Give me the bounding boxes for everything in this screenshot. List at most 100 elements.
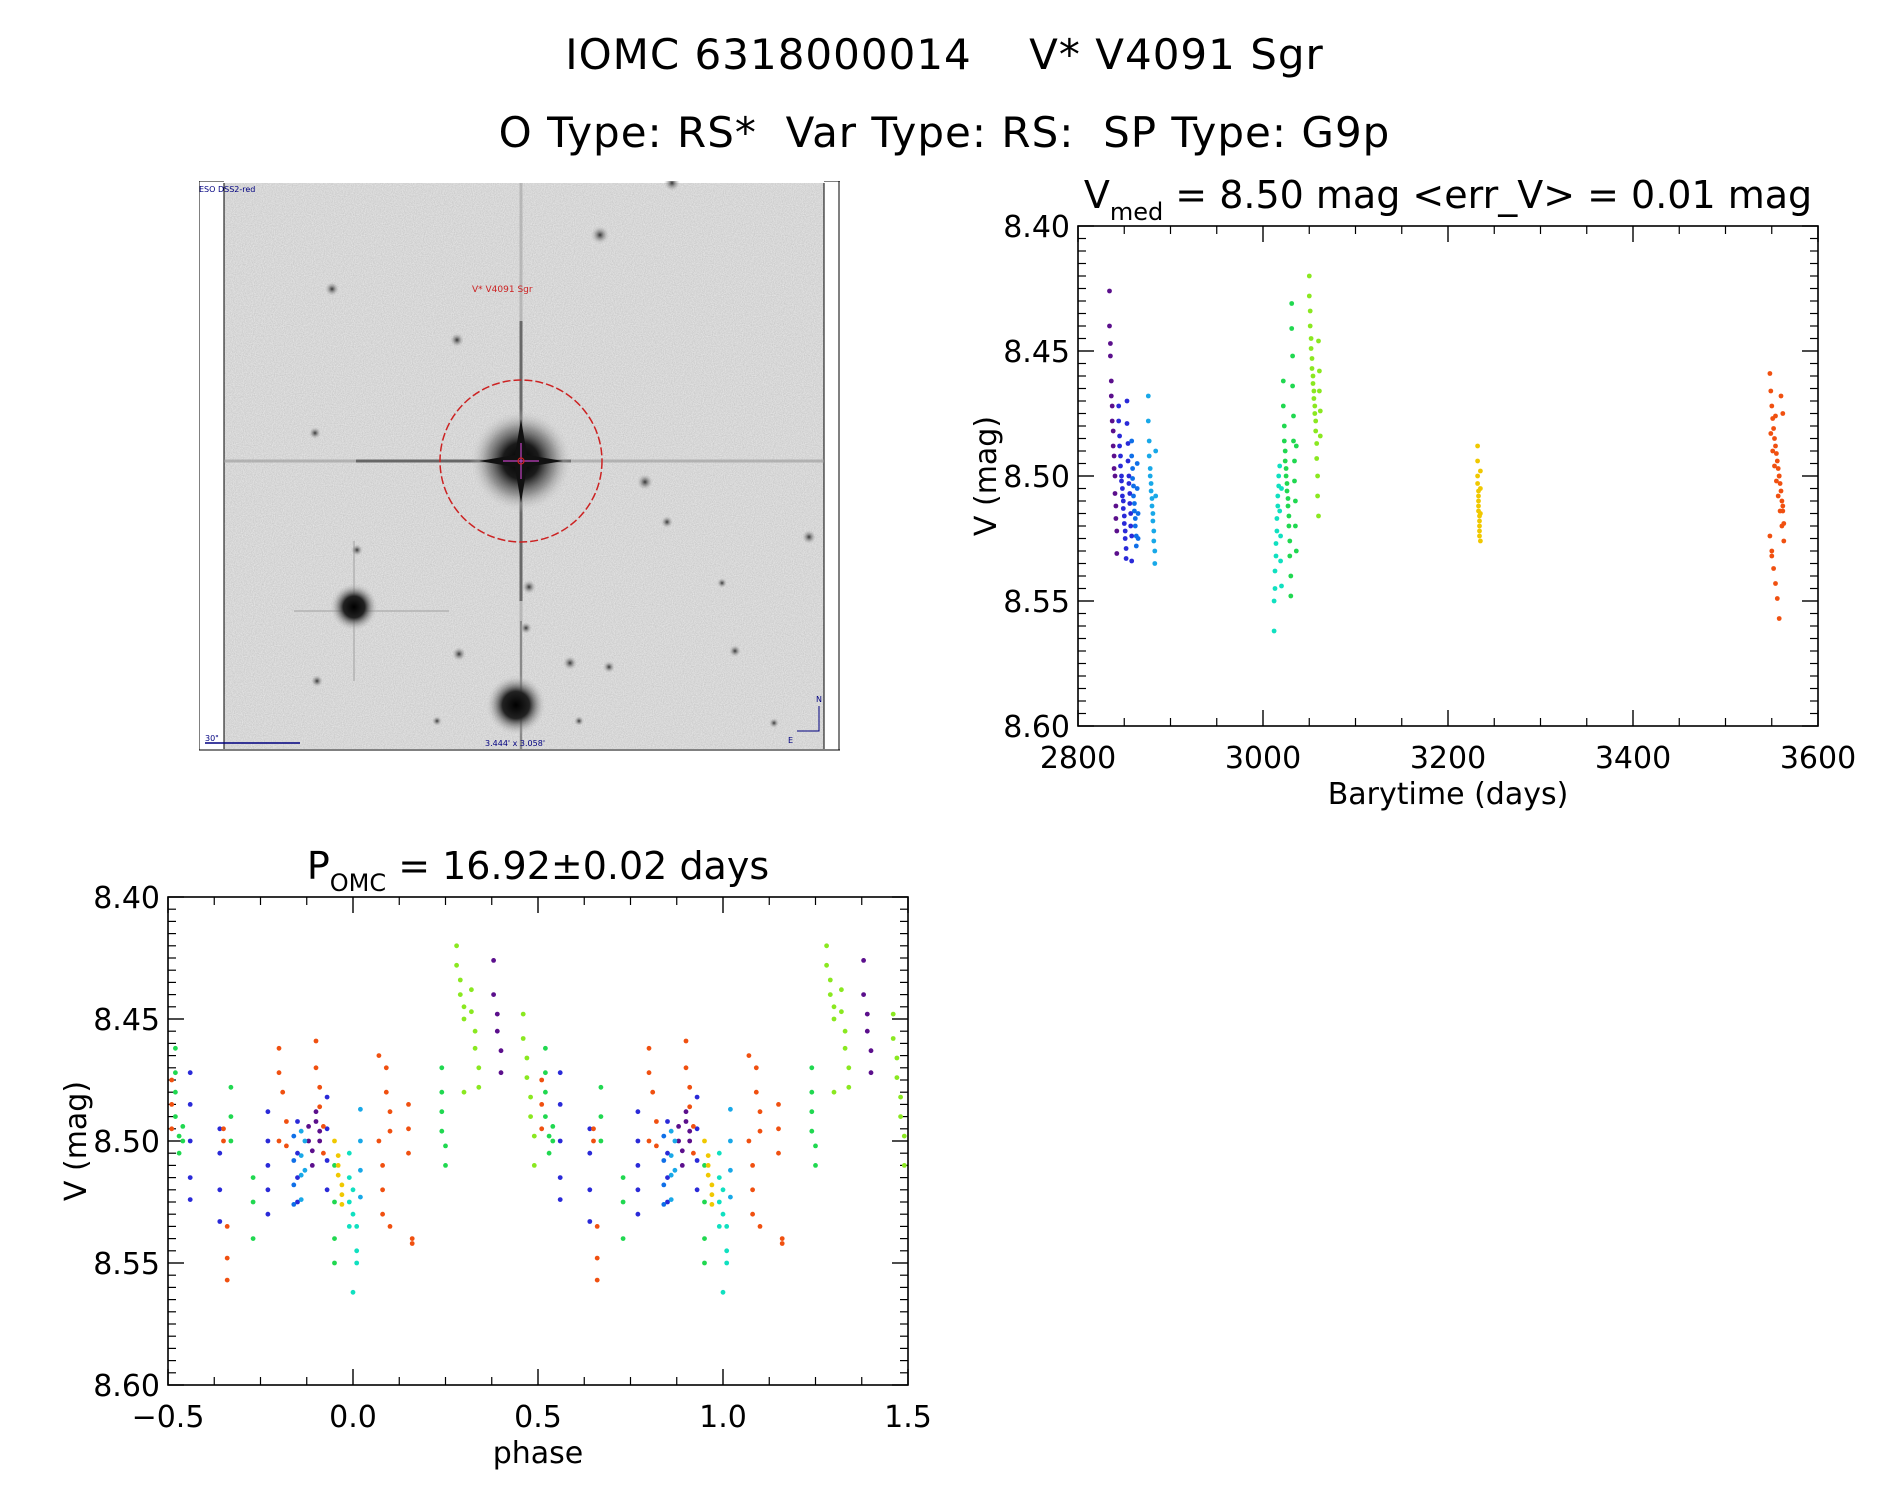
phase-point-c9 (539, 1126, 545, 1132)
phase-point-c6 (250, 1199, 256, 1205)
phase-point-c2 (324, 1094, 330, 1100)
lc-point-g3 (1132, 516, 1138, 521)
lc-point-g3 (1131, 483, 1136, 489)
lc-point-g2 (1127, 501, 1133, 506)
phase-point-c9 (383, 1065, 389, 1071)
lc-point-g5 (1279, 486, 1284, 491)
phase-point-c2 (557, 1197, 563, 1202)
phase-point-c4 (672, 1167, 678, 1173)
lc-point-g8 (1478, 538, 1483, 544)
lc-point-g4 (1148, 481, 1154, 486)
lc-point-g7 (1317, 388, 1322, 394)
phase-point-c5 (724, 1224, 730, 1229)
phase-point-c7 (827, 992, 833, 997)
phase-point-c9 (646, 1045, 652, 1051)
phase-point-c5 (724, 1260, 730, 1266)
survey-label: ESO DSS2-red (199, 185, 255, 194)
phase-point-c2 (665, 1175, 670, 1180)
phase-point-c9 (280, 1089, 286, 1095)
lc-point-g6 (1292, 478, 1297, 484)
phase-point-c6 (180, 1138, 186, 1144)
phase-point-c5 (720, 1187, 726, 1193)
lc-point-g2 (1123, 556, 1129, 561)
phase-point-c7 (520, 1036, 526, 1041)
phase-point-c9 (169, 1077, 175, 1083)
phase-point-c2 (665, 1199, 670, 1205)
phase-point-c6 (332, 1260, 337, 1266)
phase-point-c7 (524, 1075, 530, 1080)
phase-point-c9 (387, 1224, 393, 1229)
phase-point-c6 (702, 1199, 707, 1205)
phase-point-c1 (868, 1048, 874, 1054)
phase-point-c8 (339, 1192, 345, 1198)
lc-point-g9 (1778, 488, 1784, 494)
phase-point-c7 (461, 1016, 467, 1022)
phase-point-c9 (224, 1277, 230, 1283)
phase-point-c9 (317, 1084, 323, 1090)
lc-point-g9 (1776, 616, 1782, 621)
phase-point-c1 (313, 1119, 319, 1124)
phase-point-c5 (720, 1289, 726, 1295)
lc-point-g7 (1312, 403, 1318, 409)
phase-point-c2 (187, 1102, 193, 1107)
phase-point-c9 (753, 1089, 759, 1095)
lc-point-g5 (1279, 583, 1284, 589)
east-label: E (788, 736, 793, 745)
phase-point-c7 (824, 943, 829, 949)
lc-point-g7 (1314, 456, 1320, 461)
phase-ytick-label: 8.55 (93, 1247, 160, 1282)
lc-point-g1 (1110, 428, 1116, 434)
lc-point-g2 (1116, 403, 1122, 409)
phase-xtick-label: 0.0 (329, 1400, 377, 1435)
phase-point-c9 (321, 1124, 326, 1129)
phase-point-c8 (332, 1138, 337, 1144)
phase-point-c2 (324, 1158, 330, 1163)
phase-point-c3 (661, 1158, 667, 1163)
lc-point-g6 (1280, 378, 1286, 384)
phase-point-c9 (757, 1128, 763, 1134)
lc-point-g6 (1292, 458, 1297, 464)
lc-point-g5 (1272, 586, 1278, 591)
phase-point-c2 (187, 1175, 193, 1180)
lc-xtick-label: 2800 (1040, 741, 1116, 776)
phase-point-c4 (358, 1138, 363, 1144)
phase-point-c2 (265, 1138, 271, 1144)
phase-point-c7 (901, 1163, 907, 1168)
phase-point-c9 (376, 1138, 382, 1144)
phase-point-c6 (173, 1045, 178, 1051)
lc-point-g4 (1147, 473, 1153, 479)
phase-point-c2 (295, 1199, 300, 1205)
lc-point-g5 (1274, 528, 1280, 534)
phase-point-c2 (694, 1094, 700, 1100)
phase-point-c8 (335, 1163, 341, 1168)
lc-point-g1 (1108, 393, 1114, 399)
lc-point-g2 (1118, 463, 1123, 469)
phase-point-c7 (528, 1114, 533, 1119)
phase-point-c4 (298, 1153, 304, 1158)
phase-point-c6 (176, 1133, 182, 1139)
phase-point-c9 (594, 1224, 600, 1229)
lc-point-g6 (1282, 448, 1288, 454)
lc-point-g1 (1108, 341, 1113, 346)
lc-point-g9 (1779, 523, 1785, 529)
lc-point-g3 (1132, 501, 1137, 506)
phase-point-c1 (491, 992, 496, 997)
phase-point-c7 (476, 1065, 482, 1071)
lc-point-g2 (1124, 421, 1130, 426)
lc-point-g9 (1769, 548, 1775, 554)
phase-point-c6 (173, 1070, 178, 1076)
scale-label: 30" (205, 734, 219, 743)
phase-xlabel: phase (493, 1436, 584, 1471)
lc-point-g1 (1111, 453, 1117, 459)
lc-point-g2 (1118, 453, 1123, 459)
lc-point-g9 (1779, 498, 1785, 504)
lc-point-g9 (1781, 538, 1787, 544)
lc-point-g2 (1128, 511, 1134, 516)
lc-point-g3 (1131, 493, 1136, 499)
lc-point-g7 (1315, 493, 1320, 499)
lc-point-g7 (1313, 428, 1319, 434)
phase-point-c1 (676, 1138, 681, 1144)
phase-point-c6 (173, 1114, 178, 1119)
phase-point-c6 (543, 1045, 548, 1051)
phase-point-c4 (672, 1138, 678, 1144)
